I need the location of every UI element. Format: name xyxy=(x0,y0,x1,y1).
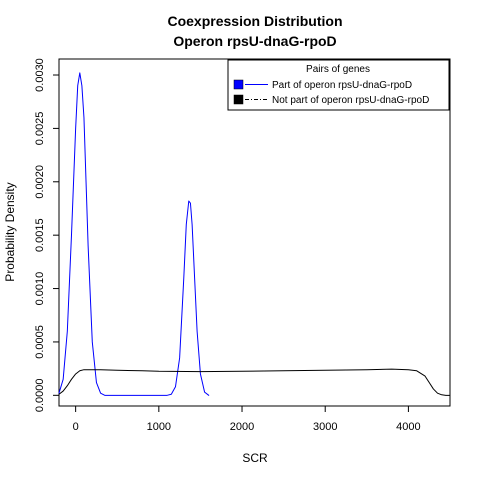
x-axis-label: SCR xyxy=(242,451,268,465)
series-layer xyxy=(58,72,451,396)
x-axis: 0 1000 2000 3000 4000 xyxy=(73,406,421,433)
y-axis-label: Probability Density xyxy=(3,182,17,281)
legend-title: Pairs of genes xyxy=(306,64,370,75)
x-tick-label: 2000 xyxy=(230,421,254,433)
x-tick-label: 0 xyxy=(73,421,79,433)
x-tick-label: 4000 xyxy=(396,421,420,433)
y-tick-label: 0.0025 xyxy=(34,112,46,146)
plot-frame xyxy=(58,58,451,407)
legend-label-operon: Part of operon rpsU-dnaG-rpoD xyxy=(272,80,412,91)
y-axis: 0.0000 0.0005 0.0010 0.0015 0.0020 0.0025 0.00… xyxy=(34,58,59,412)
y-tick-label: 0.0000 xyxy=(34,378,46,412)
legend: Pairs of genes Part of operon rpsU-dnaG-… xyxy=(227,59,450,111)
series-line-operon xyxy=(58,72,210,396)
legend-label-non-operon: Not part of operon rpsU-dnaG-rpoD xyxy=(272,95,429,106)
y-tick-label: 0.0030 xyxy=(34,58,46,92)
x-tick-label: 1000 xyxy=(147,421,171,433)
chart-subtitle: Operon rpsU-dnaG-rpoD xyxy=(173,33,336,49)
y-tick-label: 0.0020 xyxy=(34,165,46,199)
legend-swatch-operon xyxy=(233,79,244,90)
y-tick-label: 0.0005 xyxy=(34,325,46,359)
legend-swatch-non-operon xyxy=(233,94,244,105)
chart-title: Coexpression Distribution xyxy=(167,13,342,29)
y-tick-label: 0.0010 xyxy=(34,272,46,306)
series-line-non-operon xyxy=(58,368,451,396)
x-tick-label: 3000 xyxy=(313,421,337,433)
y-tick-label: 0.0015 xyxy=(34,218,46,252)
